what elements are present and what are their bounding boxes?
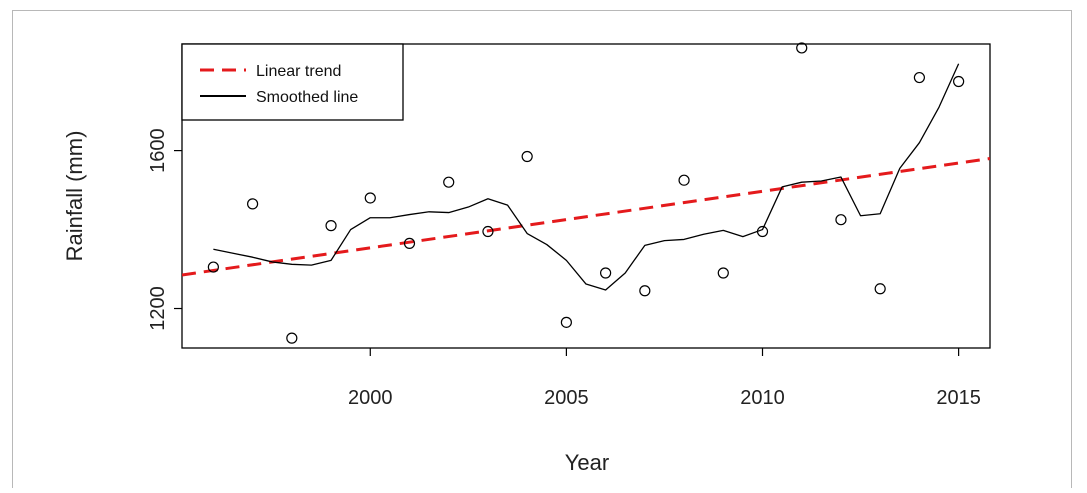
data-point <box>835 214 847 226</box>
legend: Linear trend Smoothed line <box>181 43 404 121</box>
data-point <box>874 283 886 295</box>
x-tick-label: 2000 <box>348 387 393 409</box>
data-point <box>639 285 651 297</box>
data-point <box>678 174 690 186</box>
data-point <box>207 261 219 273</box>
data-point <box>364 192 376 204</box>
linear-trend-layer <box>182 157 990 277</box>
linear-trend-line <box>182 157 990 277</box>
smoothed-line-layer <box>213 63 960 291</box>
data-points <box>207 42 965 344</box>
data-point <box>913 71 925 84</box>
y-tick-label: 1200 <box>147 286 169 331</box>
data-point <box>325 220 337 232</box>
data-point <box>443 176 455 188</box>
legend-box <box>181 43 404 121</box>
data-point <box>482 225 494 238</box>
legend-smoothed-label: Smoothed line <box>256 89 358 106</box>
x-axis: 2000 2005 2010 2015 <box>348 348 981 409</box>
data-point <box>521 150 533 163</box>
data-point <box>717 267 729 279</box>
y-axis-title: Rainfall (mm) <box>62 131 87 262</box>
figure-frame <box>12 10 1072 488</box>
plot-area <box>181 43 991 349</box>
data-point <box>796 42 808 54</box>
data-point <box>600 267 612 279</box>
x-tick-label: 2005 <box>544 387 589 409</box>
data-point <box>756 225 769 238</box>
data-point <box>953 75 965 88</box>
legend-trend-label: Linear trend <box>256 63 341 80</box>
x-axis-title: Year <box>565 450 609 475</box>
y-tick-label: 1600 <box>147 128 169 173</box>
data-point <box>403 237 416 249</box>
smoothed-line <box>213 63 960 291</box>
data-point <box>560 316 572 328</box>
y-axis: 1200 1600 <box>147 128 182 331</box>
x-tick-label: 2010 <box>740 387 785 409</box>
data-point <box>247 198 259 210</box>
x-tick-label: 2015 <box>936 387 981 409</box>
data-point <box>286 332 298 344</box>
